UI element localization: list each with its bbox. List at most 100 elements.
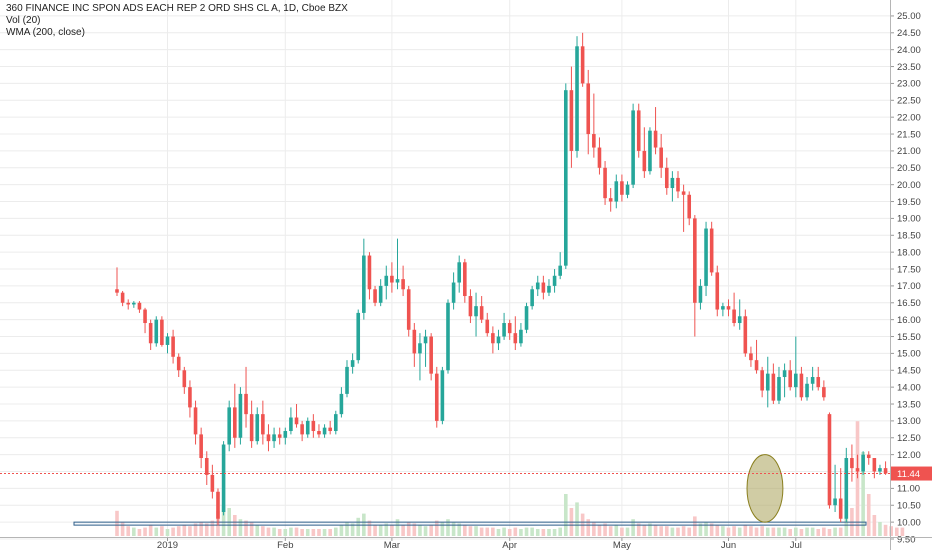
volume-bar: [171, 527, 175, 536]
volume-bar: [429, 524, 433, 536]
candle-body: [362, 255, 366, 313]
candle-body: [721, 306, 725, 310]
volume-bar: [878, 522, 882, 536]
candle-body: [698, 285, 703, 303]
volume-bar: [693, 516, 697, 536]
volume-bar: [777, 527, 781, 536]
candle-body: [429, 336, 433, 374]
candle-body: [227, 407, 231, 445]
volume-bar: [586, 519, 591, 536]
volume-bar: [709, 523, 714, 536]
volume-bar: [160, 526, 164, 536]
candle-body: [283, 431, 288, 438]
y-tick-label: 24.50: [897, 28, 921, 39]
volume-bar: [244, 520, 248, 536]
volume-bar: [771, 527, 776, 536]
y-tick-label: 14.50: [897, 366, 921, 377]
volume-bar: [664, 526, 669, 536]
time-axis[interactable]: 2019 Feb Mar Apr May Jun Jul: [0, 537, 932, 551]
volume-bar: [519, 529, 523, 536]
candle-body: [833, 498, 837, 506]
candle-body: [339, 393, 344, 415]
y-tick-label: 18.00: [897, 247, 921, 258]
candle-body: [390, 275, 394, 283]
volume-bar: [642, 524, 647, 536]
candle-body: [614, 181, 619, 202]
volume-bar: [866, 494, 871, 536]
candle-body: [418, 343, 422, 354]
volume-bar: [384, 523, 389, 536]
y-tick-label: 14.00: [897, 382, 921, 393]
volume-bar: [423, 526, 428, 536]
candle-body: [541, 282, 546, 293]
candle-body: [423, 336, 428, 344]
candle-body: [160, 319, 164, 345]
candle-body: [620, 181, 624, 195]
volume-bar: [524, 527, 529, 536]
candle-body: [176, 356, 181, 371]
candle-body: [502, 323, 506, 337]
volume-bar: [333, 527, 338, 536]
candle-body: [642, 150, 647, 172]
volume-bar: [120, 522, 125, 536]
candle-body: [451, 282, 456, 303]
volume-bar: [418, 524, 422, 536]
volume-bar: [395, 519, 400, 536]
volume-bar: [513, 527, 518, 536]
candle-body: [468, 296, 473, 317]
candle-body: [687, 194, 692, 219]
volume-bar: [698, 523, 703, 536]
candle-body: [272, 434, 276, 442]
candle-body: [872, 458, 877, 472]
y-tick-label: 13.00: [897, 416, 921, 427]
x-tick-label: Apr: [502, 540, 517, 550]
volume-bar: [715, 524, 720, 536]
candle-body: [479, 306, 484, 320]
candle-body: [676, 177, 680, 192]
candle-body: [491, 333, 495, 344]
candle-body: [850, 458, 854, 469]
candle-body: [580, 46, 585, 84]
y-tick-label: 20.00: [897, 180, 921, 191]
y-tick-label: 15.50: [897, 332, 921, 343]
y-tick-label: 25.00: [897, 11, 921, 22]
candle-body: [861, 454, 865, 472]
volume-bar: [625, 527, 630, 536]
candle-body: [530, 289, 534, 307]
volume-bar: [451, 522, 456, 536]
candle-body: [653, 130, 658, 148]
volume-bar: [737, 527, 742, 536]
volume-bar: [592, 522, 596, 536]
volume-bar: [564, 494, 568, 536]
volume-bar: [401, 524, 405, 536]
volume-bar: [794, 527, 798, 536]
candle-body: [749, 353, 753, 361]
volume-bar: [345, 522, 349, 536]
volume-bar: [810, 527, 815, 536]
y-tick-label: 19.00: [897, 214, 921, 225]
candle-body: [261, 414, 265, 435]
y-tick-label: 23.50: [897, 62, 921, 73]
volume-bar: [883, 524, 888, 536]
volume-bar: [277, 529, 282, 536]
candle-body: [249, 414, 254, 442]
candle-body: [608, 198, 613, 202]
candle-body: [597, 147, 602, 168]
volume-bar: [289, 527, 293, 536]
y-tick-label: 22.00: [897, 112, 921, 123]
volume-bar: [317, 529, 321, 536]
candle-body: [586, 83, 591, 135]
candle-body: [513, 333, 518, 344]
candle-body: [126, 302, 131, 305]
candle-body: [294, 417, 299, 425]
candle-body: [754, 360, 759, 371]
y-tick-label: 18.50: [897, 231, 921, 242]
volume-bar: [412, 523, 417, 536]
price-axis[interactable]: 9.5010.0010.5011.0011.5012.0012.5013.001…: [890, 0, 932, 550]
volume-bar: [608, 526, 613, 536]
volume-bar: [249, 522, 254, 536]
candle-body: [255, 414, 260, 442]
y-tick-label: 12.00: [897, 450, 921, 461]
